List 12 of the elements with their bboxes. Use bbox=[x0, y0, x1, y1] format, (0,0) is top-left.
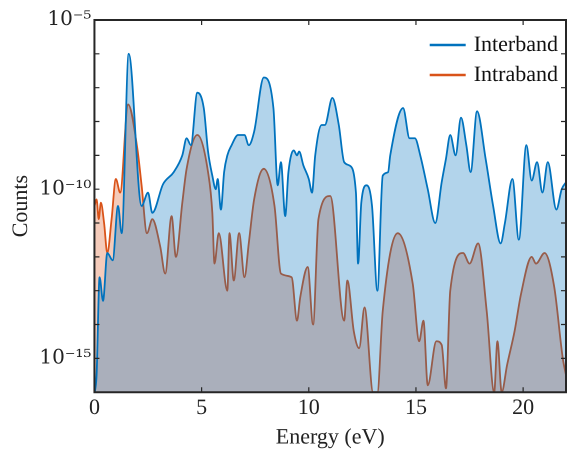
y-axis-title: Counts bbox=[6, 174, 32, 238]
x-tick-label: 0 bbox=[88, 394, 100, 420]
x-tick-label: 5 bbox=[196, 394, 208, 420]
x-axis-title: Energy (eV) bbox=[276, 424, 385, 449]
y-tick-label: 10⁻⁵ bbox=[47, 6, 92, 30]
x-tick-label: 20 bbox=[512, 394, 534, 420]
legend-label: Intraband bbox=[474, 60, 558, 86]
x-tick-label: 10 bbox=[298, 394, 320, 420]
legend-label: Interband bbox=[474, 30, 558, 56]
x-tick-label: 15 bbox=[404, 394, 427, 420]
y-tick-label: 10⁻¹⁵ bbox=[39, 344, 92, 369]
y-tick-label: 10⁻¹⁰ bbox=[39, 175, 92, 200]
